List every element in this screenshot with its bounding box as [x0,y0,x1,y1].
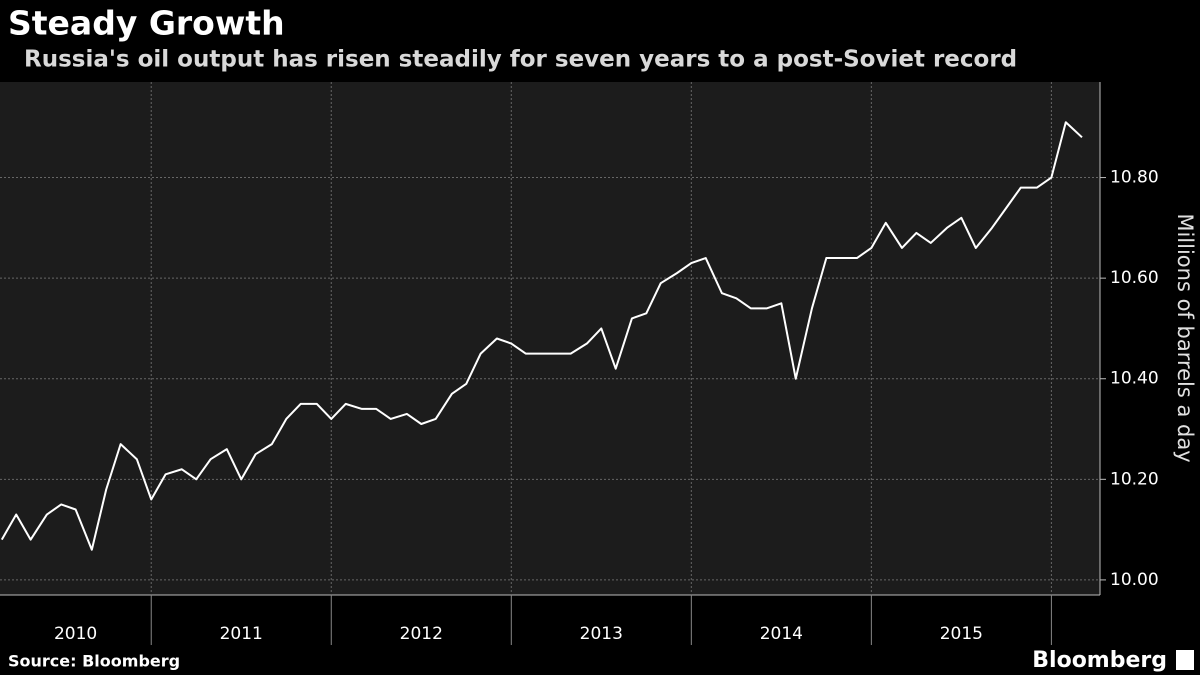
y-axis-label: Millions of barrels a day [1173,213,1197,462]
y-tick-label: 10.80 [1110,168,1159,188]
brand-icon [1176,650,1194,670]
x-tick-label: 2015 [940,624,983,644]
chart-title: Steady Growth [8,4,285,43]
y-tick-label: 10.00 [1110,570,1159,590]
y-tick-label: 10.40 [1110,369,1159,389]
x-tick-label: 2011 [220,624,263,644]
chart-subtitle: Russia's oil output has risen steadily f… [24,47,1017,73]
y-tick-label: 10.60 [1110,268,1159,288]
brand: Bloomberg [1032,648,1167,673]
x-tick-label: 2014 [760,624,803,644]
plot-area [0,82,1100,595]
line [0,121,1083,551]
y-tick-label: 10.20 [1110,469,1159,489]
x-tick-label: 2010 [54,624,97,644]
source: Source: Bloomberg [8,652,180,671]
x-tick-label: 2013 [580,624,623,644]
x-tick-label: 2012 [400,624,443,644]
